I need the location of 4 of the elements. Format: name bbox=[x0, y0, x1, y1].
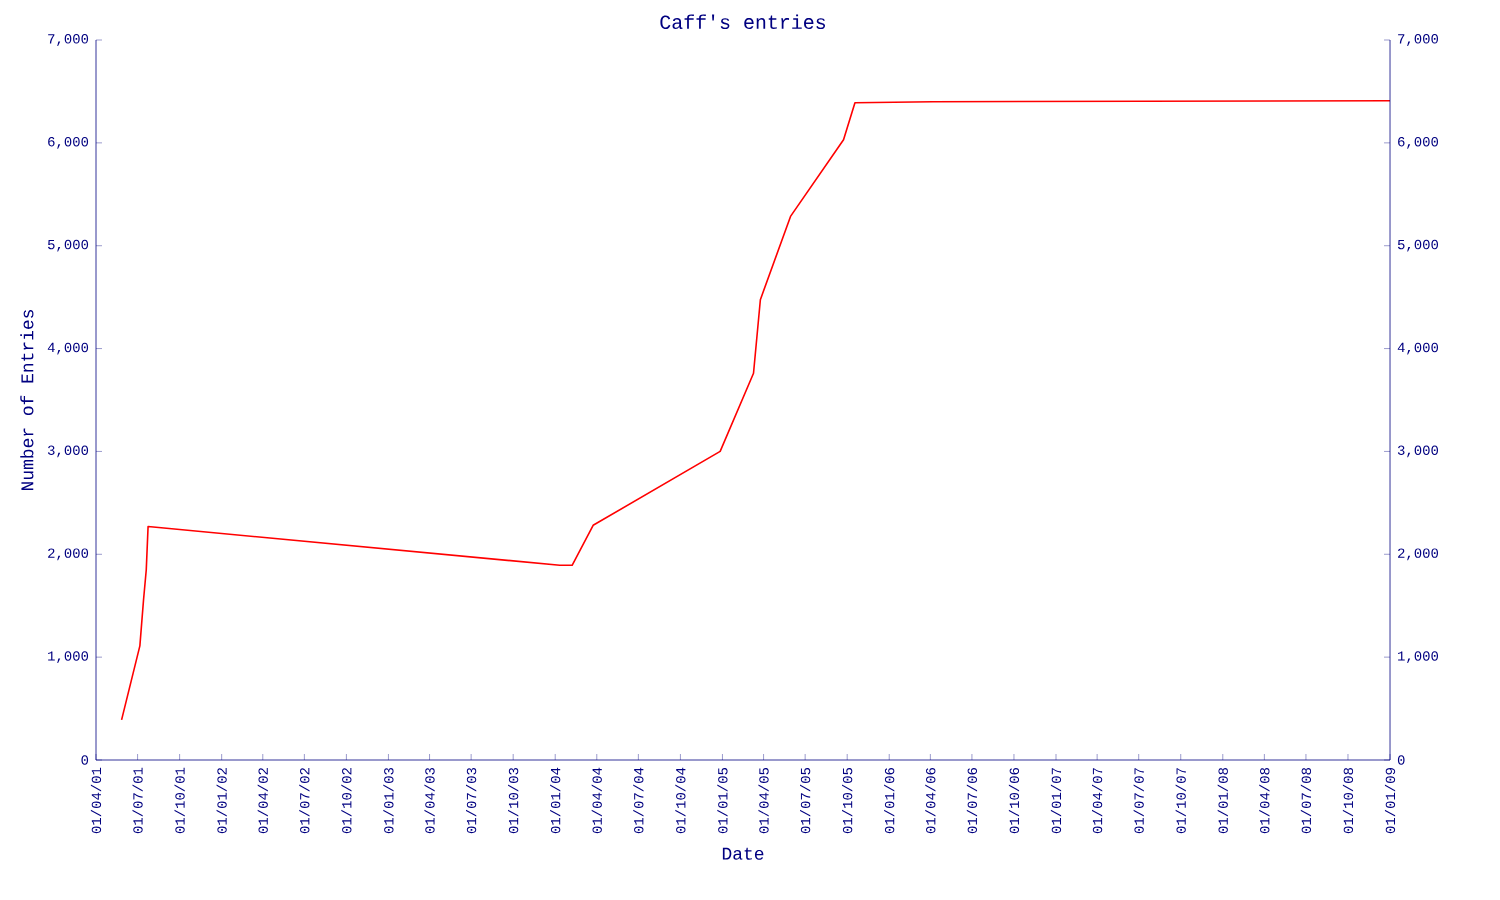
line-series bbox=[120, 99, 1391, 721]
y-axis-title: Number of Entries bbox=[20, 310, 34, 491]
chart-title: Caff's entries bbox=[660, 14, 826, 29]
x-axis-title: Date bbox=[722, 847, 764, 860]
